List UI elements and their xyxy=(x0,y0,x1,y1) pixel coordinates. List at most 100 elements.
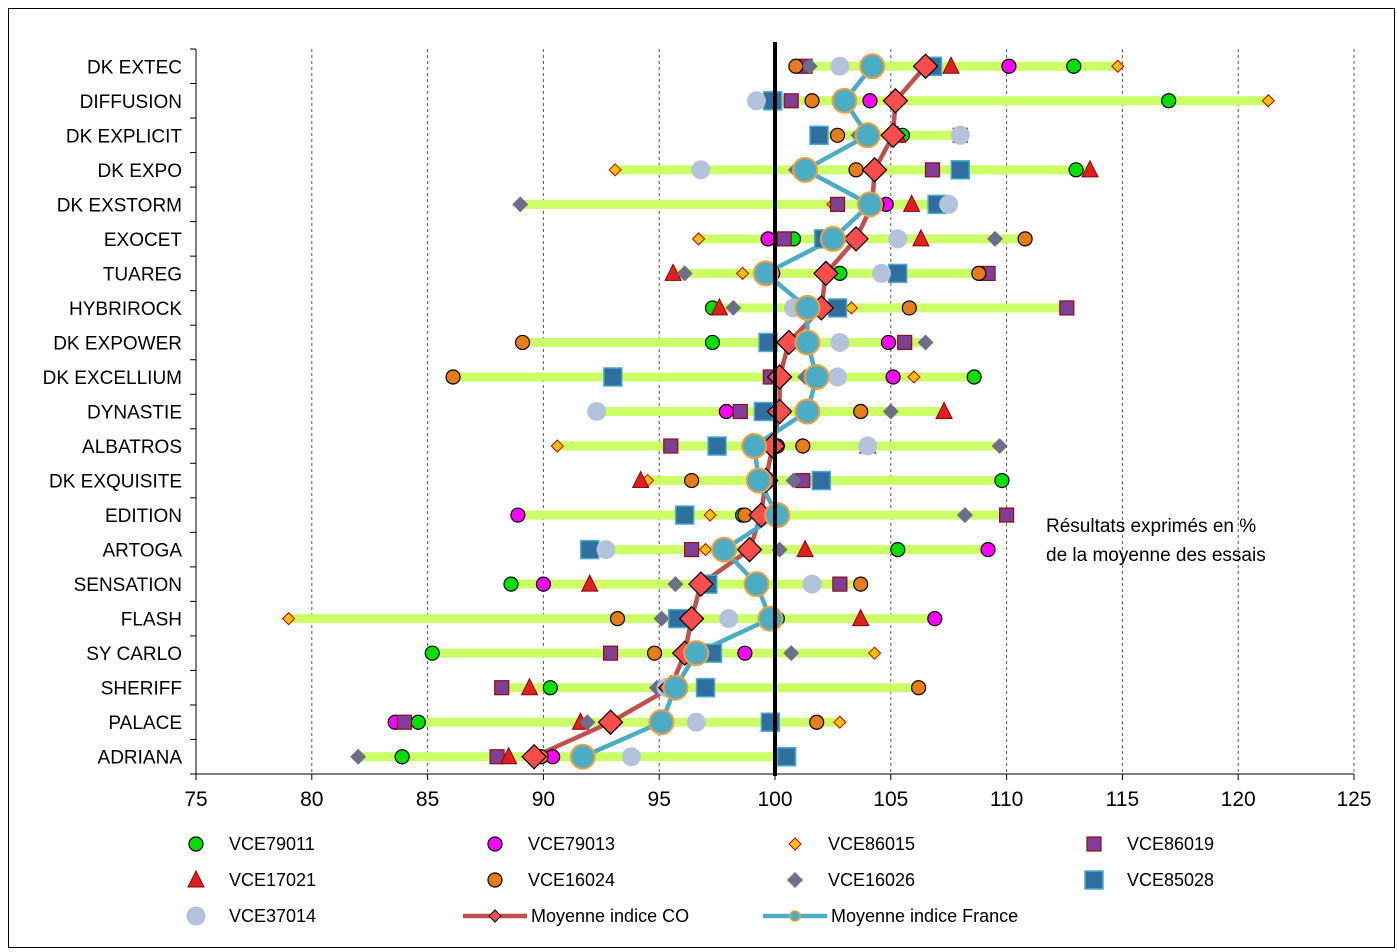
point-vce17021 xyxy=(796,539,814,558)
point-vce79013 xyxy=(980,541,996,558)
point-vce86019 xyxy=(829,196,846,212)
legend-item: VCE16026 xyxy=(787,870,915,890)
point-vce17021 xyxy=(631,470,650,489)
x-tick-label: 115 xyxy=(1106,788,1139,811)
mean-point xyxy=(745,467,772,494)
mean-point xyxy=(683,640,710,667)
point-vce37014 xyxy=(719,609,739,629)
point-vce16024 xyxy=(795,438,811,454)
mean-point xyxy=(736,536,763,563)
point-vce16026 xyxy=(725,299,742,316)
category-label: SHERIFF xyxy=(101,679,182,700)
point-vce86015 xyxy=(907,370,921,384)
point-vce16026 xyxy=(350,748,367,765)
legend-marker xyxy=(787,872,803,888)
point-vce16024 xyxy=(1017,231,1033,247)
category-label: EDITION xyxy=(105,506,182,527)
data-points xyxy=(281,53,1276,770)
point-vce79013 xyxy=(880,334,897,351)
point-vce16026 xyxy=(512,196,529,213)
point-vce17021 xyxy=(935,401,953,419)
point-vce16024 xyxy=(684,472,700,489)
legend-item: VCE85028 xyxy=(1084,870,1214,890)
x-tick-label: 75 xyxy=(184,788,207,811)
legend-label: VCE16024 xyxy=(528,870,615,890)
point-vce85028 xyxy=(950,160,971,180)
category-label: HYBRIROCK xyxy=(69,299,182,320)
point-vce86015 xyxy=(608,163,622,177)
category-label: FLASH xyxy=(121,610,182,631)
point-vce17021 xyxy=(1081,159,1099,178)
point-vce79013 xyxy=(862,93,878,109)
point-vce86015 xyxy=(550,439,565,453)
legend-marker xyxy=(186,906,206,926)
point-vce79011 xyxy=(424,645,440,661)
legend-marker xyxy=(188,836,204,852)
point-vce37014 xyxy=(858,436,878,456)
point-vce86015 xyxy=(698,542,713,557)
point-vce17021 xyxy=(912,228,930,247)
x-tick-label: 80 xyxy=(300,788,323,811)
x-tick-label: 85 xyxy=(416,788,439,811)
point-vce86019 xyxy=(776,231,792,247)
legend-label: VCE79013 xyxy=(528,834,615,854)
point-vce16024 xyxy=(971,265,987,282)
mean-point xyxy=(792,156,819,183)
point-vce17021 xyxy=(902,194,921,212)
mean-point xyxy=(757,605,784,632)
point-vce86015 xyxy=(844,301,859,315)
point-vce17021 xyxy=(942,56,960,74)
legend-item: VCE79011 xyxy=(188,834,315,854)
category-label: EXOCET xyxy=(104,230,183,251)
point-vce86015 xyxy=(703,508,717,522)
point-vce85028 xyxy=(579,539,600,560)
point-vce17021 xyxy=(710,297,729,316)
mean-point xyxy=(569,743,596,770)
point-vce79013 xyxy=(760,231,776,247)
category-label: DK EXPO xyxy=(98,161,182,182)
point-vce86015 xyxy=(281,611,296,626)
point-vce16024 xyxy=(646,645,663,661)
point-vce16026 xyxy=(987,230,1004,247)
point-vce17021 xyxy=(520,677,539,696)
point-vce79013 xyxy=(737,645,753,661)
legend: VCE79011 VCE79013 VCE86015 VCE86019 VCE17021… xyxy=(186,834,1214,926)
point-vce85028 xyxy=(762,91,783,111)
legend-label: Moyenne indice CO xyxy=(531,906,689,926)
x-tick-label: 100 xyxy=(757,788,792,811)
category-label: ALBATROS xyxy=(82,437,182,458)
point-vce16026 xyxy=(653,610,670,627)
point-vce16026 xyxy=(579,714,596,731)
legend-label: VCE86015 xyxy=(828,834,915,854)
category-label: SY CARLO xyxy=(86,644,182,665)
point-vce37014 xyxy=(828,367,848,387)
point-vce37014 xyxy=(830,56,850,76)
legend-item: VCE86015 xyxy=(788,834,915,854)
point-vce16024 xyxy=(829,127,846,143)
mean-point xyxy=(803,363,830,390)
point-vce86019 xyxy=(494,680,510,696)
point-vce86019 xyxy=(684,541,700,558)
mean-point xyxy=(794,329,821,356)
point-vce86019 xyxy=(897,334,913,351)
point-vce79011 xyxy=(503,576,519,592)
legend-label: VCE85028 xyxy=(1127,870,1214,890)
category-label: TUAREG xyxy=(103,264,182,285)
point-vce16024 xyxy=(609,611,626,627)
point-vce37014 xyxy=(746,91,766,111)
point-vce16026 xyxy=(785,472,802,489)
point-vce86019 xyxy=(783,93,799,109)
legend-label: VCE79011 xyxy=(229,834,315,854)
point-vce16026 xyxy=(667,576,684,593)
point-vce79011 xyxy=(542,680,558,696)
x-tick-label: 120 xyxy=(1221,788,1256,811)
point-vce86015 xyxy=(1111,59,1125,73)
point-vce16024 xyxy=(514,334,531,351)
point-vce37014 xyxy=(686,712,706,732)
point-vce16026 xyxy=(783,645,800,662)
point-vce17021 xyxy=(580,574,599,592)
point-vce16026 xyxy=(801,58,818,75)
point-vce16024 xyxy=(445,369,461,385)
point-vce79013 xyxy=(885,369,901,385)
